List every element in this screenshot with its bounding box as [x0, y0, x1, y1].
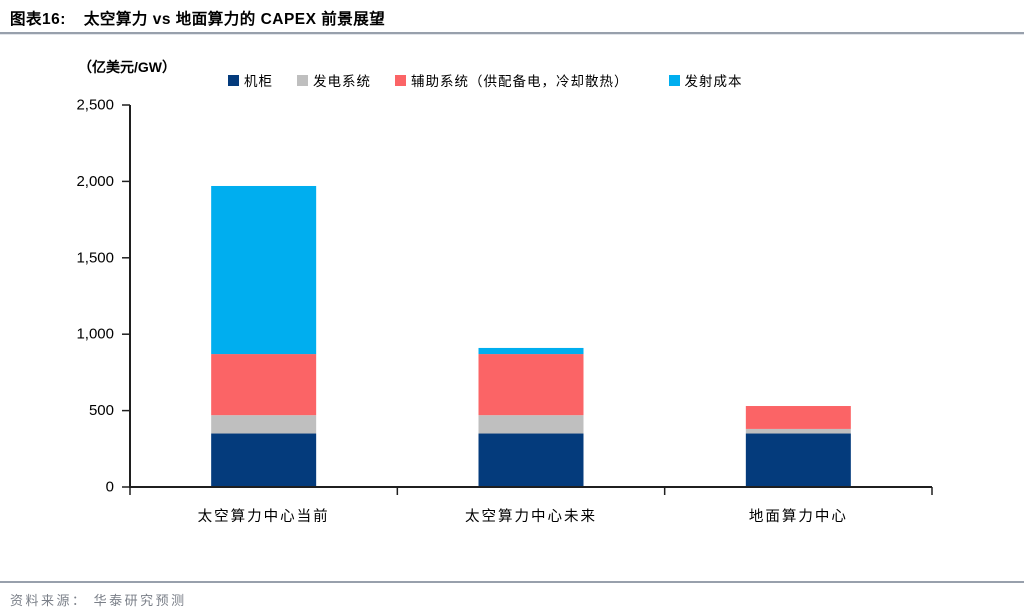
x-axis-label-c0: 太空算力中心当前	[198, 508, 330, 525]
y-axis-unit-label: （亿美元/GW）	[78, 59, 176, 75]
figure-title-text: 太空算力 vs 地面算力的 CAPEX 前景展望	[83, 11, 386, 28]
page-title: 图表16: 太空算力 vs 地面算力的 CAPEX 前景展望	[10, 7, 385, 29]
chart-legend: 机柜 发电系统 辅助系统（供配备电，冷却散热） 发射成本	[228, 70, 743, 90]
bar-segment-c1-s0	[478, 433, 584, 487]
x-axis-label-c2: 地面算力中心	[749, 508, 848, 525]
legend-swatch-launch-cost	[668, 74, 680, 86]
legend-swatch-auxiliary-system	[395, 74, 406, 86]
bar-segment-c2-s1	[745, 428, 851, 434]
bar-segment-c1-s3	[478, 347, 584, 355]
legend-item-launch-cost: 发射成本	[668, 70, 743, 90]
x-axis-label-c1: 太空算力中心未来	[465, 508, 597, 525]
legend-label-power-system: 发电系统	[313, 74, 371, 89]
legend-swatch-power-system	[297, 74, 308, 86]
legend-label-launch-cost: 发射成本	[684, 74, 743, 89]
y-tick-label-1500: 1,500	[76, 249, 114, 266]
legend-swatch-rack	[228, 74, 239, 86]
legend-label-auxiliary-system: 辅助系统（供配备电，冷却散热）	[411, 74, 629, 89]
bar-segment-c0-s0	[211, 433, 317, 487]
bar-segment-c1-s1	[478, 415, 584, 434]
legend-item-power-system: 发电系统	[297, 70, 371, 90]
legend-label-rack: 机柜	[244, 74, 273, 89]
legend-item-auxiliary-system: 辅助系统（供配备电，冷却散热）	[395, 70, 629, 90]
figure-number: 图表16:	[10, 11, 66, 28]
bar-segment-c0-s3	[211, 185, 317, 355]
bar-segment-c0-s2	[211, 354, 317, 416]
y-tick-label-500: 500	[89, 402, 114, 419]
bar-segment-c2-s2	[745, 406, 851, 429]
y-tick-label-0: 0	[106, 479, 114, 496]
y-tick-label-2500: 2,500	[76, 97, 114, 114]
legend-item-rack: 机柜	[228, 70, 273, 90]
title-divider	[0, 32, 1024, 35]
bar-segment-c0-s1	[211, 415, 317, 434]
bar-segment-c2-s0	[745, 433, 851, 487]
source-note: 资料来源： 华泰研究预测	[10, 593, 187, 608]
footer-divider	[0, 581, 1024, 583]
y-tick-label-1000: 1,000	[76, 326, 114, 343]
y-tick-label-2000: 2,000	[76, 173, 114, 190]
bar-segment-c1-s2	[478, 354, 584, 416]
